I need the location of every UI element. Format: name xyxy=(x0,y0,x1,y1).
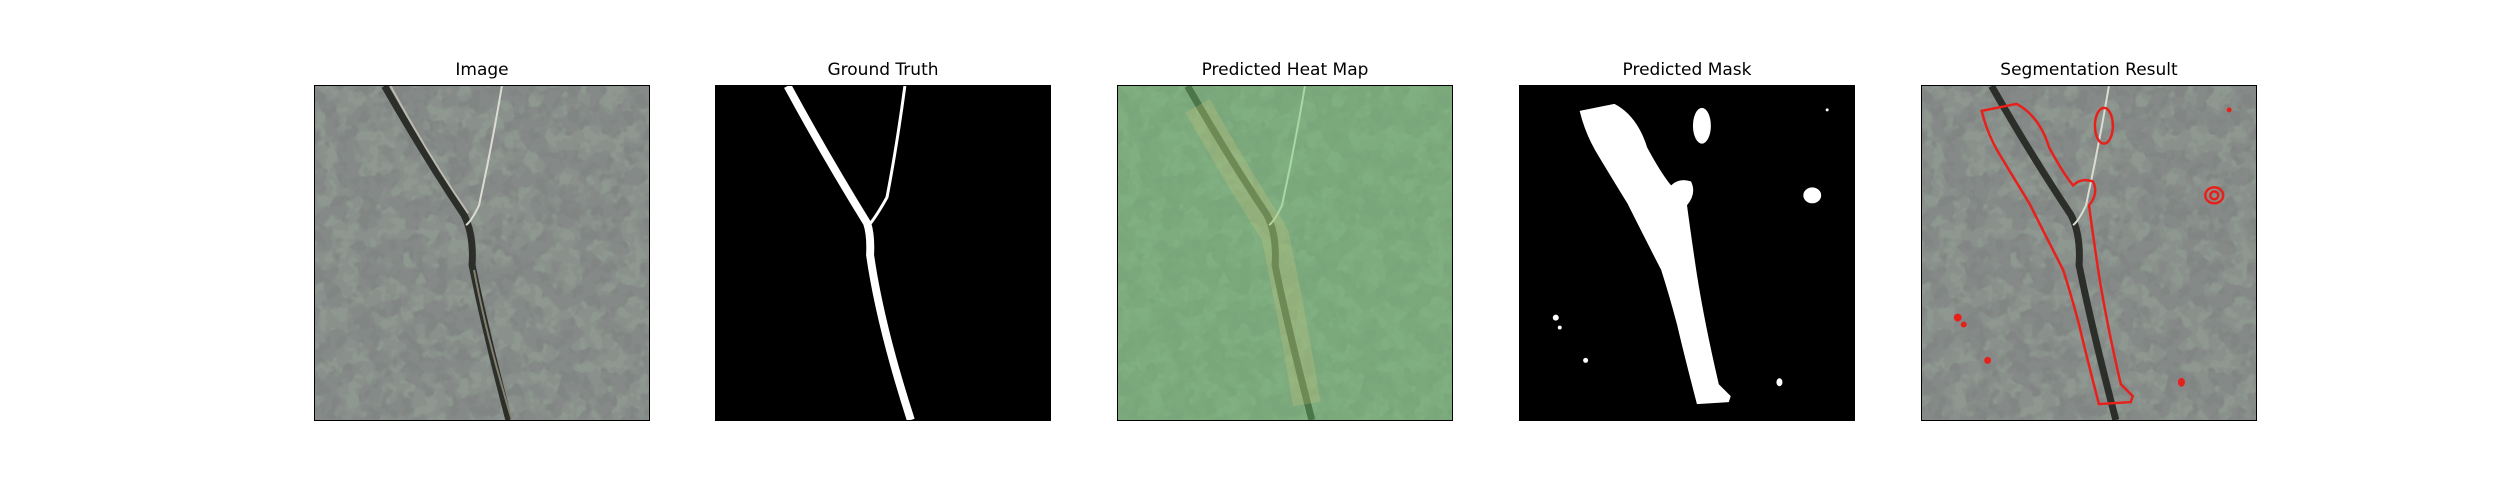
predicted-mask-panel xyxy=(1519,85,1855,421)
panel-title-ground-truth: Ground Truth xyxy=(827,60,939,80)
heat-map-panel xyxy=(1117,85,1453,421)
red-contour-overlay-icon xyxy=(1922,86,2256,420)
panel-title-segmentation-result: Segmentation Result xyxy=(2000,60,2178,80)
green-heatmap-overlay-icon xyxy=(1118,86,1452,420)
segmentation-result-panel xyxy=(1921,85,2257,421)
panel-title-heat-map: Predicted Heat Map xyxy=(1201,60,1369,80)
leaf-crack-photo-icon xyxy=(315,86,649,420)
binary-mask-ground-truth-icon xyxy=(716,86,1050,420)
panel-title-predicted-mask: Predicted Mask xyxy=(1622,60,1752,80)
image-panel xyxy=(314,85,650,421)
ground-truth-panel xyxy=(715,85,1051,421)
panel-title-image: Image xyxy=(455,60,509,80)
binary-mask-prediction-icon xyxy=(1520,86,1854,420)
